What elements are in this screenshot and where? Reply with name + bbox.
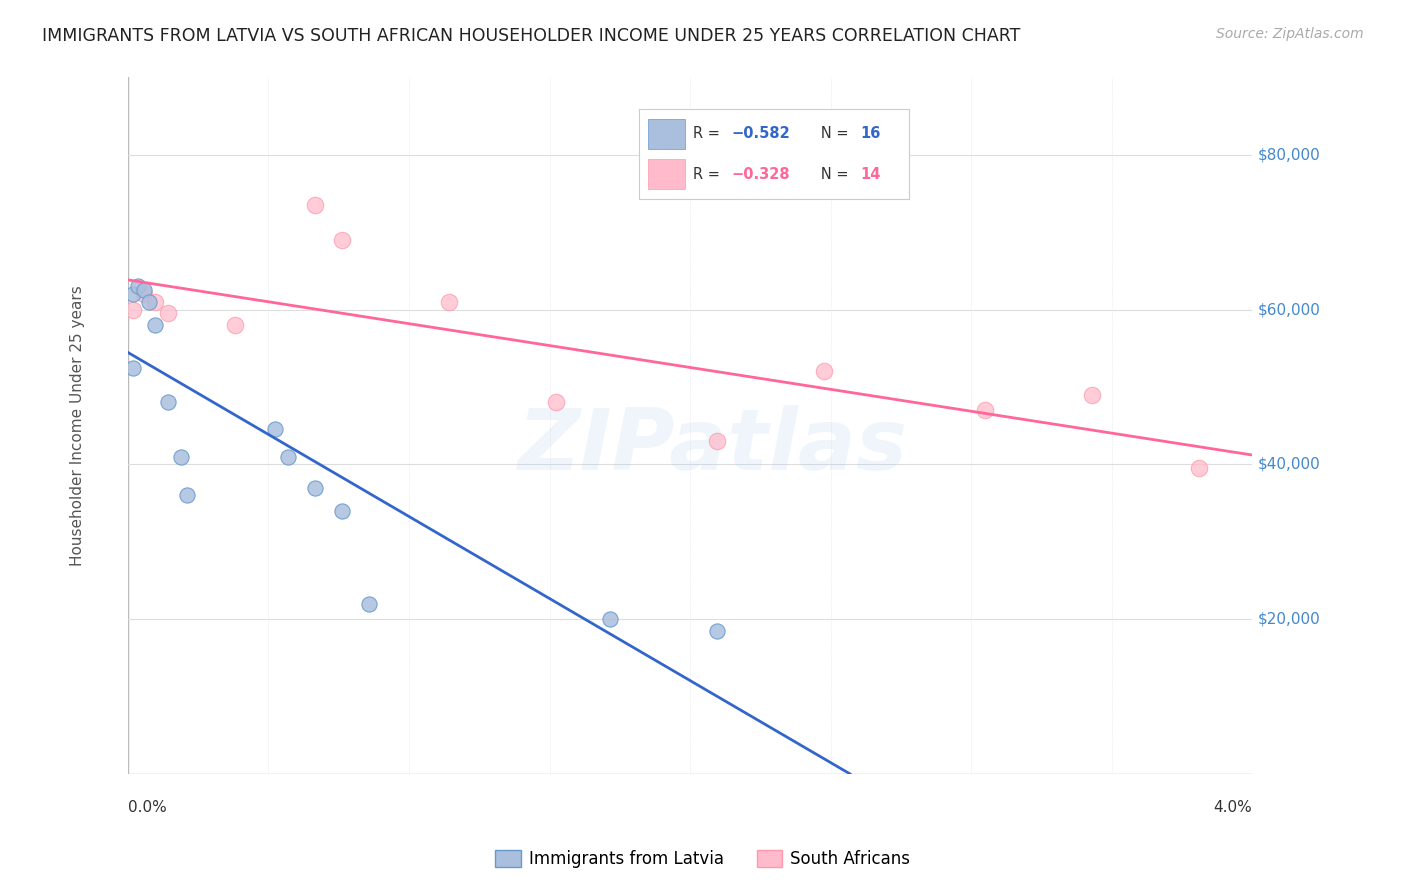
Point xyxy=(330,233,353,247)
Point xyxy=(143,294,166,309)
Point xyxy=(706,624,728,638)
Point xyxy=(156,395,179,409)
Point xyxy=(304,198,326,212)
Point xyxy=(357,597,380,611)
Point xyxy=(170,450,193,464)
Point xyxy=(973,403,995,417)
Point xyxy=(1188,461,1211,475)
Point xyxy=(599,612,621,626)
Text: Source: ZipAtlas.com: Source: ZipAtlas.com xyxy=(1216,27,1364,41)
Point xyxy=(122,287,145,301)
Point xyxy=(813,364,835,378)
Text: Householder Income Under 25 years: Householder Income Under 25 years xyxy=(70,285,84,566)
Point xyxy=(122,360,145,375)
Point xyxy=(156,306,179,320)
Point xyxy=(138,294,160,309)
Point xyxy=(706,434,728,448)
Point xyxy=(437,294,460,309)
Point xyxy=(122,302,145,317)
Text: $80,000: $80,000 xyxy=(1258,147,1320,162)
Point xyxy=(132,287,155,301)
Legend: Immigrants from Latvia, South Africans: Immigrants from Latvia, South Africans xyxy=(489,843,917,875)
Text: ZIPatlas: ZIPatlas xyxy=(517,405,908,488)
Point xyxy=(264,422,287,436)
Text: $20,000: $20,000 xyxy=(1258,612,1320,626)
Point xyxy=(143,318,166,332)
Point xyxy=(224,318,246,332)
Point xyxy=(546,395,568,409)
Point xyxy=(127,279,149,293)
Point xyxy=(330,504,353,518)
Point xyxy=(1080,387,1102,401)
Point xyxy=(176,488,198,502)
Point xyxy=(132,283,155,297)
Text: 4.0%: 4.0% xyxy=(1213,800,1253,815)
Point xyxy=(277,450,299,464)
Text: $40,000: $40,000 xyxy=(1258,457,1320,472)
Point xyxy=(304,481,326,495)
Text: $60,000: $60,000 xyxy=(1258,302,1320,317)
Text: 0.0%: 0.0% xyxy=(128,800,166,815)
Text: IMMIGRANTS FROM LATVIA VS SOUTH AFRICAN HOUSEHOLDER INCOME UNDER 25 YEARS CORREL: IMMIGRANTS FROM LATVIA VS SOUTH AFRICAN … xyxy=(42,27,1021,45)
